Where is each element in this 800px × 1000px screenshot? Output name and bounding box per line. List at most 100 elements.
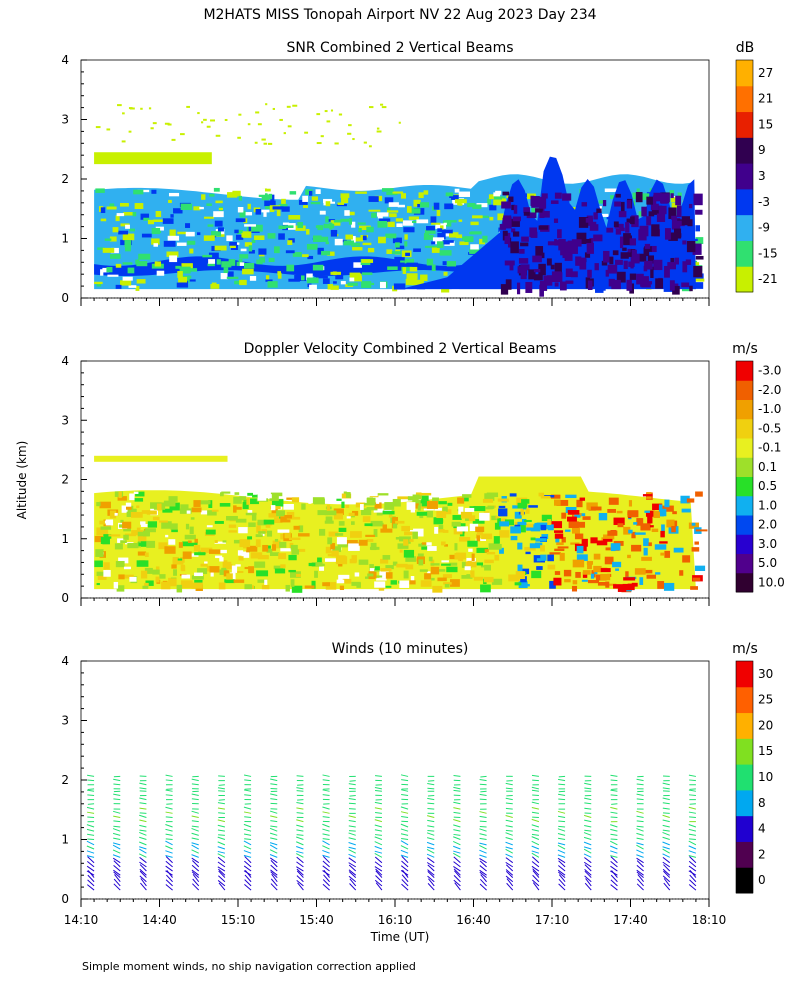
doppler-cell xyxy=(193,544,201,552)
snr-plume-cell xyxy=(521,236,529,242)
doppler-colorbar-label: 0.1 xyxy=(758,460,777,474)
x-axis-label: Time (UT) xyxy=(370,930,430,944)
snr-speckle xyxy=(336,204,347,207)
wind-barb xyxy=(584,819,592,823)
doppler-cell xyxy=(200,563,208,567)
snr-plume-cell xyxy=(535,208,543,213)
snr-speckle xyxy=(217,227,224,232)
snr-speckle xyxy=(392,191,404,194)
snr-plume-cell xyxy=(546,258,552,266)
doppler-cell xyxy=(420,500,430,509)
wind-barb xyxy=(610,874,618,883)
wind-barb xyxy=(191,793,199,796)
doppler-cell xyxy=(159,574,166,579)
doppler-cell xyxy=(317,510,329,516)
doppler-cell xyxy=(475,526,485,533)
wind-barb xyxy=(113,883,121,891)
doppler-cell xyxy=(587,561,592,570)
snr-colorbar-swatch xyxy=(736,85,753,113)
wind-barb xyxy=(269,810,278,814)
wind-barb xyxy=(87,833,95,836)
doppler-cell xyxy=(280,564,286,568)
snr-plume-cell xyxy=(554,239,558,243)
wind-barb xyxy=(296,790,304,792)
doppler-cell xyxy=(399,580,410,588)
doppler-cell xyxy=(680,495,690,504)
snr-speckle xyxy=(409,208,421,214)
wind-barb xyxy=(243,811,252,814)
wind-barb xyxy=(688,865,697,872)
winds-colorbar-label: 8 xyxy=(758,796,766,810)
doppler-cell xyxy=(456,552,467,560)
snr-speckle xyxy=(177,231,187,235)
wind-barb xyxy=(427,883,435,891)
wind-barb xyxy=(139,868,147,876)
wind-barb xyxy=(243,823,252,828)
wind-barb xyxy=(427,819,435,823)
doppler-cell xyxy=(338,521,345,526)
wind-barb xyxy=(165,884,173,891)
doppler-cell xyxy=(520,508,525,516)
snr-plume-cell xyxy=(512,216,521,222)
wind-barb xyxy=(270,783,278,786)
wind-barb xyxy=(636,825,644,828)
doppler-cell xyxy=(397,496,410,500)
wind-barb xyxy=(531,789,539,792)
wind-barb xyxy=(166,874,173,883)
doppler-cell xyxy=(441,563,451,566)
doppler-cell xyxy=(207,510,217,516)
doppler-colorbar-swatch xyxy=(736,399,753,420)
doppler-cell xyxy=(572,559,585,568)
doppler-cell xyxy=(351,521,355,525)
winds-colorbar-label: 25 xyxy=(758,693,773,707)
doppler-cell xyxy=(661,524,665,533)
wind-barb xyxy=(689,856,697,864)
wind-barb xyxy=(688,811,697,814)
snr-speckle xyxy=(458,191,471,197)
doppler-cell xyxy=(205,529,216,535)
doppler-cell xyxy=(274,538,279,542)
doppler-cell xyxy=(214,520,224,524)
doppler-cell xyxy=(118,491,122,499)
wind-barb xyxy=(86,870,95,876)
doppler-cell xyxy=(432,497,439,502)
wind-barb xyxy=(479,858,487,864)
wind-barb xyxy=(636,828,644,832)
snr-plume-cell xyxy=(646,216,652,226)
wind-barb xyxy=(662,802,670,805)
wind-barb xyxy=(165,789,173,792)
doppler-cell xyxy=(120,540,127,544)
doppler-cell xyxy=(476,534,481,542)
wind-barb xyxy=(374,829,383,832)
doppler-cell xyxy=(180,504,189,511)
wind-barb xyxy=(636,798,644,801)
snr-speckle xyxy=(337,202,345,205)
wind-barb xyxy=(165,838,173,840)
wind-barb xyxy=(636,844,644,850)
doppler-cell xyxy=(574,514,581,518)
wind-barb xyxy=(86,865,95,872)
doppler-cell xyxy=(547,554,554,562)
wind-barb xyxy=(636,820,644,823)
wind-barb xyxy=(505,870,514,878)
doppler-cell xyxy=(459,523,466,528)
doppler-cell xyxy=(266,548,273,553)
snr-plume-cell xyxy=(509,218,520,227)
wind-barb xyxy=(584,782,592,786)
snr-plume-cell xyxy=(500,284,509,295)
wind-barb xyxy=(662,861,671,868)
doppler-cell xyxy=(352,510,359,516)
doppler-colorbar-swatch xyxy=(736,438,753,458)
doppler-cell xyxy=(522,583,530,587)
doppler-cell xyxy=(222,540,227,543)
snr-sparse-echo xyxy=(210,119,216,122)
wind-barb xyxy=(505,825,513,828)
doppler-cell xyxy=(279,541,287,548)
wind-barb xyxy=(86,824,95,828)
snr-speckle xyxy=(228,259,236,266)
doppler-cell xyxy=(285,584,290,592)
doppler-cell xyxy=(631,544,642,552)
wind-barb xyxy=(348,825,356,828)
snr-speckle xyxy=(413,248,421,252)
wind-barb xyxy=(217,787,225,790)
